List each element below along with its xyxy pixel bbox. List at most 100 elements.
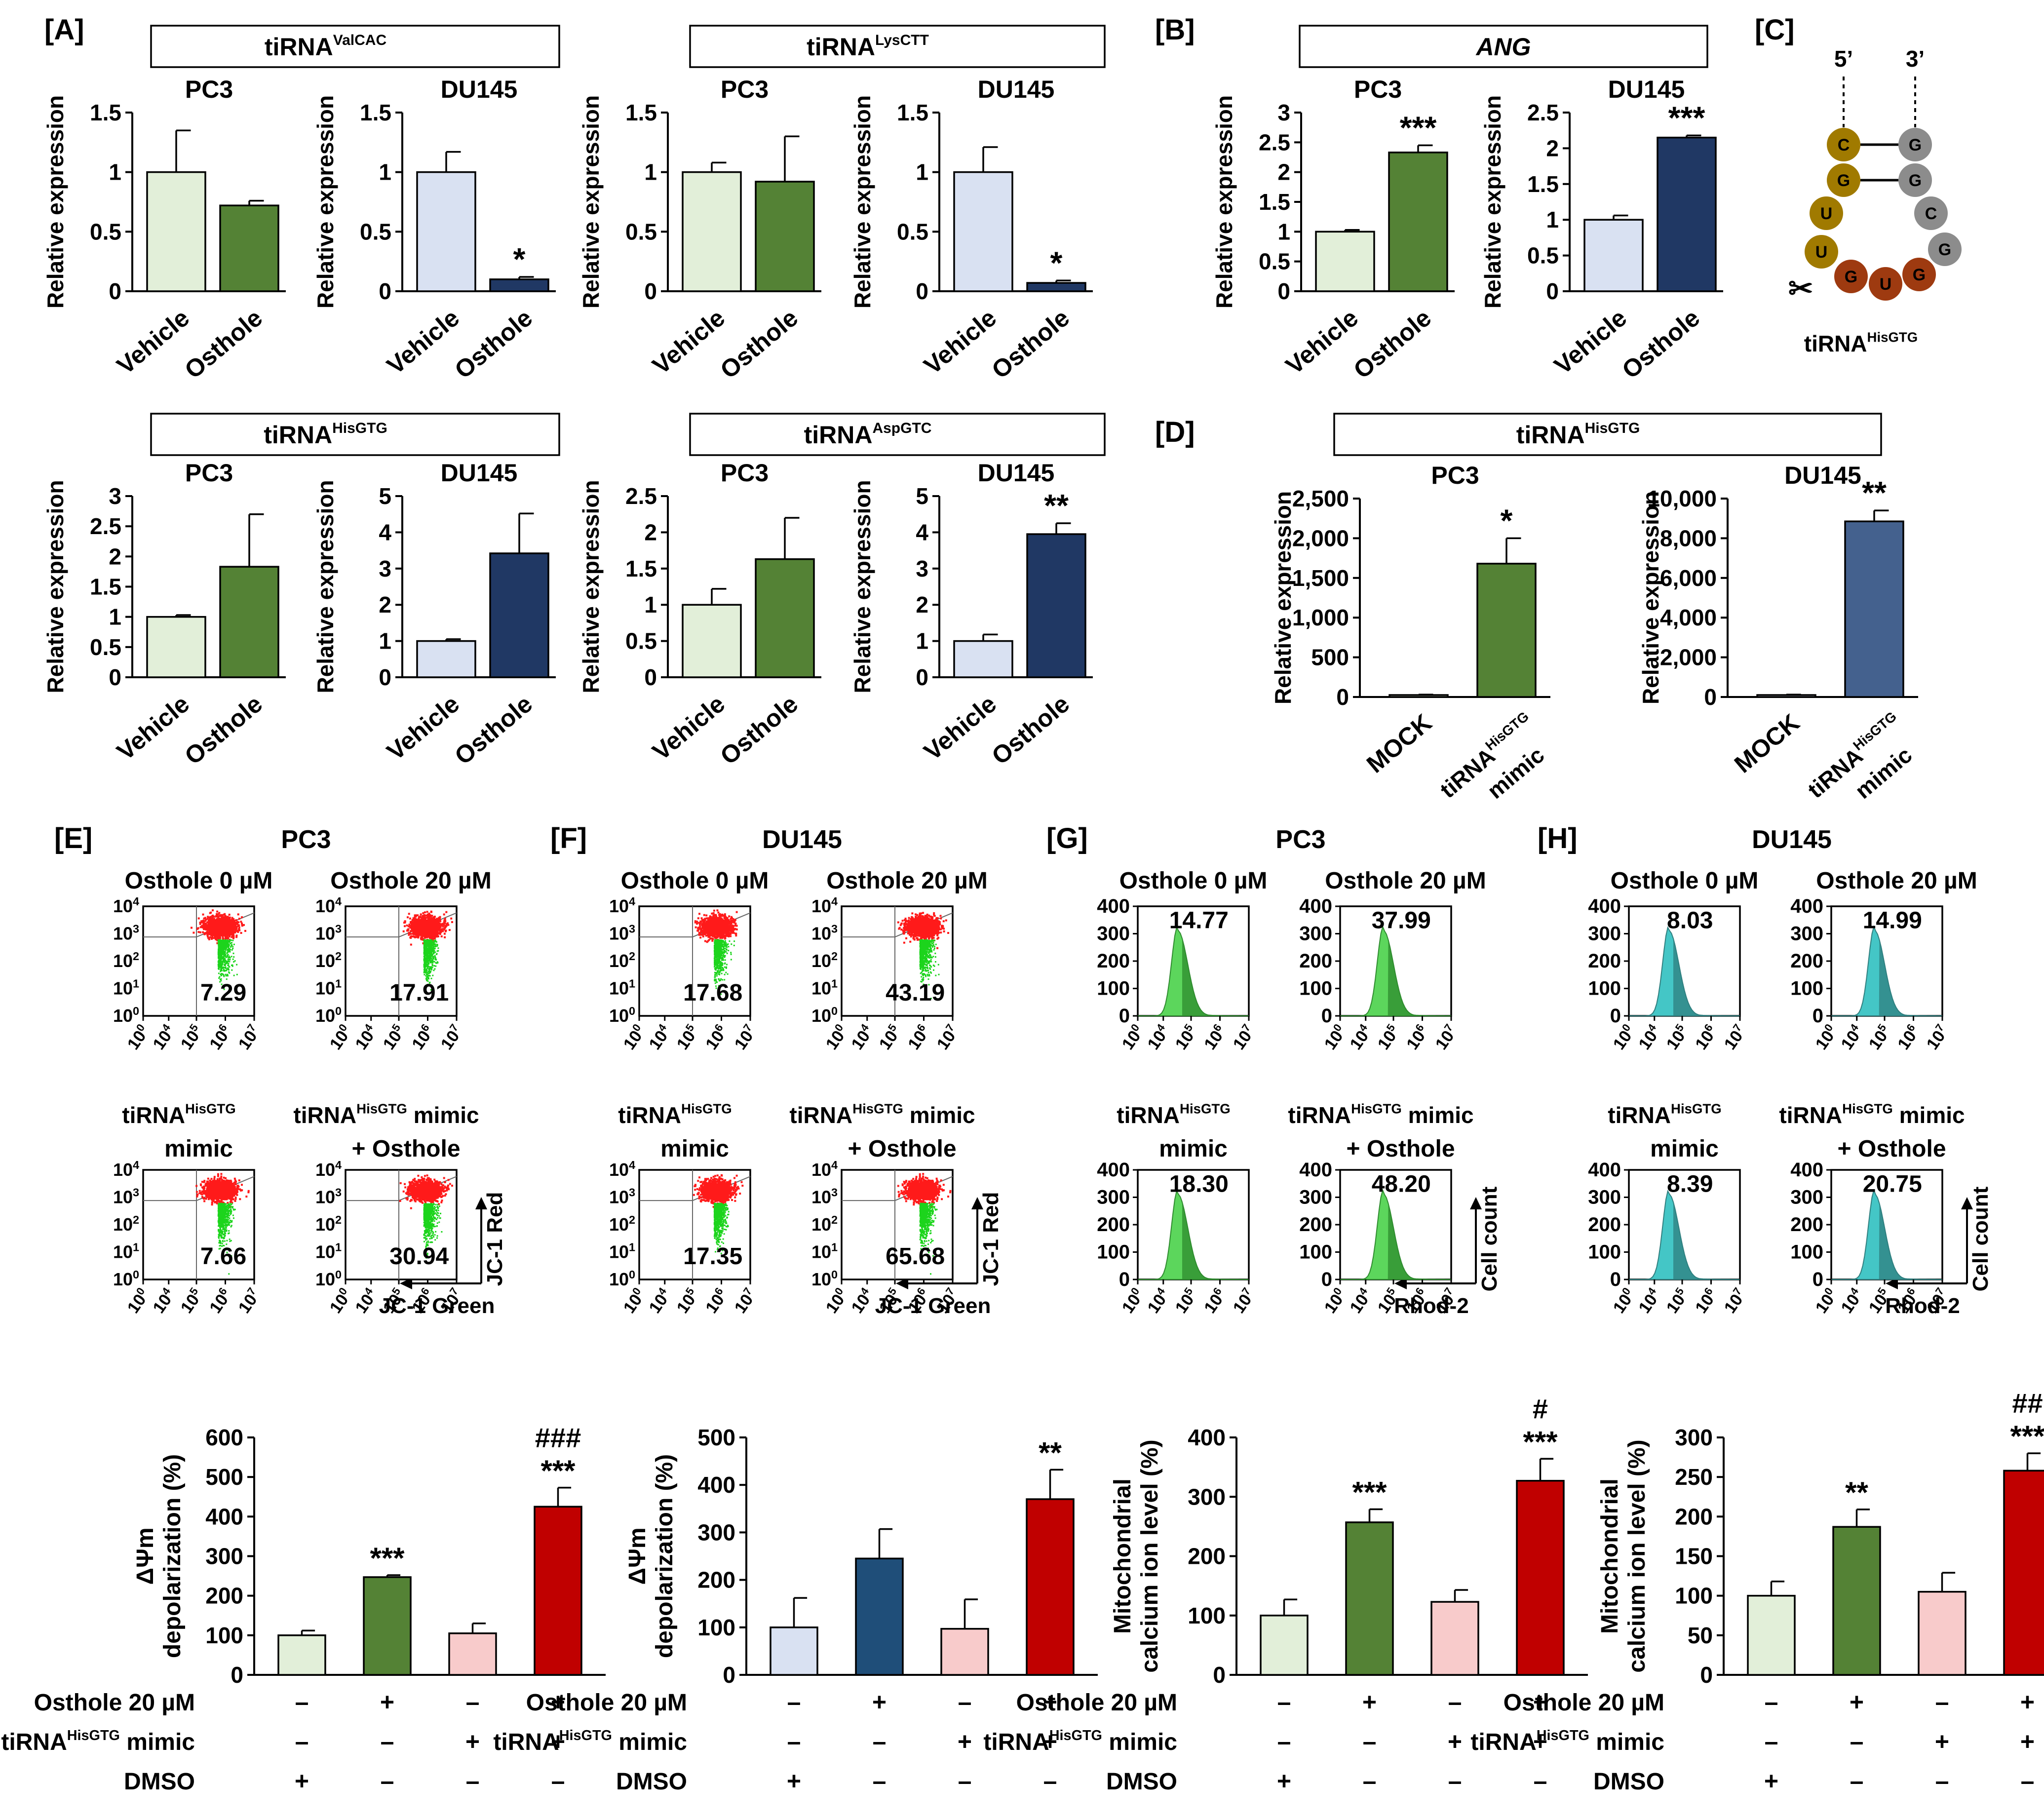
decade-label: 100 [821, 1022, 851, 1053]
chart-title: PC3 [1431, 462, 1479, 489]
decade-label: 104 [1634, 1021, 1665, 1053]
treatment-label: DMSO [616, 1769, 687, 1795]
decade-exp: 3 [133, 1186, 139, 1199]
treatment-mark: – [873, 1767, 887, 1795]
treatment-mark: + [1935, 1728, 1949, 1755]
y-tick-label: 0 [1700, 1662, 1713, 1688]
decade-base: 10 [113, 1269, 133, 1289]
histogram-gated [1182, 1202, 1249, 1279]
decade-label: 104 [1837, 1285, 1867, 1317]
decade-base: 10 [673, 1027, 699, 1053]
label-main: tiRNA [983, 1729, 1049, 1755]
y-tick-label: 0 [644, 664, 657, 690]
y-tick-label: 1 [109, 159, 121, 185]
label-main: tiRNA [1117, 1102, 1180, 1128]
y-tick-label: 200 [205, 1583, 243, 1609]
decade-base: 10 [1663, 1291, 1689, 1317]
decade-base: 10 [1118, 1027, 1145, 1053]
decade-base: 10 [113, 1187, 133, 1207]
arrow-head [1886, 1277, 1898, 1289]
panel-title: PC3 [1275, 825, 1325, 854]
y-axis-title: Relative expression [1270, 491, 1296, 704]
arrow-head [896, 1277, 908, 1289]
decade-exp: 4 [133, 895, 139, 908]
treatment-mark: + [1448, 1728, 1462, 1755]
y-tick-label: 100 [1299, 1241, 1332, 1263]
decade-label: 102 [113, 950, 139, 971]
y-tick-label: 1 [1277, 219, 1290, 244]
treatment-mark: – [1935, 1688, 1949, 1716]
y-tick-label: 500 [205, 1464, 243, 1490]
decade-exp: 2 [133, 1213, 139, 1226]
y-tick-label: 0 [1704, 684, 1717, 710]
bar-chart-g: 0 100 200 300 400 Mitochondrial calcium ion le… [983, 1393, 1588, 1795]
nucleotide-letter: U [1815, 243, 1828, 262]
y-tick-label: 8,000 [1660, 525, 1717, 551]
percentage-value: 17.91 [389, 980, 449, 1006]
y-tick-label: 200 [1097, 950, 1130, 972]
y-axis-title: calcium ion level (%) [1624, 1439, 1650, 1672]
treatment-mark: – [1765, 1688, 1778, 1716]
decade-base: 10 [1692, 1291, 1718, 1317]
decade-base: 10 [1230, 1291, 1256, 1317]
decade-base: 10 [811, 924, 831, 944]
bar [1832, 1526, 1881, 1676]
decade-base: 10 [848, 1027, 874, 1053]
y-tick-label: 0 [916, 278, 928, 304]
bar [1026, 282, 1086, 292]
y-tick-label: 150 [1675, 1544, 1713, 1569]
y-axis-title: Relative expression [578, 480, 604, 693]
decade-base: 10 [811, 1214, 831, 1235]
bar-chart-a4: 0 0.5 1 1.5 Relative expression DU145 * Vehicle… [849, 76, 1093, 384]
decade-label: 105 [1662, 1022, 1692, 1053]
y-tick-label: 2.5 [625, 483, 657, 509]
decade-base: 10 [408, 1027, 434, 1053]
y-tick-label: 300 [1790, 1187, 1823, 1208]
axis-indicator-y: JC-1 Red [483, 1192, 507, 1286]
bar-chart-a1: 0 0.5 1 1.5 Relative expression PC3 VehicleOst… [42, 76, 286, 384]
treatment-mark: + [295, 1767, 309, 1795]
decade-exp: 1 [133, 977, 139, 990]
y-tick-label: 0.5 [90, 219, 121, 244]
treatment-mark: – [1765, 1728, 1778, 1755]
y-tick-label: 100 [1097, 978, 1130, 1000]
decade-base: 10 [315, 978, 335, 999]
decade-exp: 2 [133, 950, 139, 963]
decade-base: 10 [235, 1291, 261, 1317]
bar [534, 1506, 582, 1676]
y-tick-label: 0 [379, 278, 391, 304]
treatment-label: Osthole 20 µM [526, 1690, 687, 1716]
x-tick-label: MOCK [1361, 709, 1437, 778]
decade-base: 10 [811, 951, 831, 971]
x-tick-label: Osthole [179, 690, 268, 771]
green-population [919, 939, 940, 1000]
decade-exp: 2 [629, 1213, 635, 1226]
decade-label: 101 [609, 1241, 635, 1262]
significance-mark: * [513, 241, 526, 277]
decade-base: 10 [1346, 1027, 1372, 1053]
treatment-mark: + [1850, 1688, 1864, 1716]
treatment-mark: + [1764, 1767, 1778, 1795]
plot-title: Osthole 0 µM [1119, 868, 1268, 894]
y-tick-label: 0.5 [90, 634, 121, 660]
y-tick-label: 100 [1790, 978, 1823, 1000]
decade-base: 10 [149, 1291, 175, 1317]
chart-title: DU145 [1608, 76, 1685, 103]
decade-label: 107 [1720, 1022, 1750, 1053]
y-tick-label: 2.5 [90, 513, 121, 539]
decade-base: 10 [1663, 1027, 1689, 1053]
bar [277, 1634, 326, 1676]
label-tail: mimic [1402, 1102, 1474, 1128]
decade-base: 10 [1812, 1027, 1838, 1053]
treatment-mark: + [1043, 1728, 1057, 1755]
decade-base: 10 [822, 1027, 848, 1053]
treatment-mark: + [465, 1728, 480, 1755]
nucleotide-letter: G [1909, 136, 1922, 155]
y-tick-label: 4 [379, 519, 391, 545]
y-tick-label: 0 [379, 664, 391, 690]
bar [682, 171, 742, 292]
histogram-gated [1673, 1202, 1740, 1279]
decade-base: 10 [811, 1160, 831, 1180]
significance-mark: *** [1400, 110, 1437, 145]
x-tick-label: Osthole [179, 304, 268, 385]
